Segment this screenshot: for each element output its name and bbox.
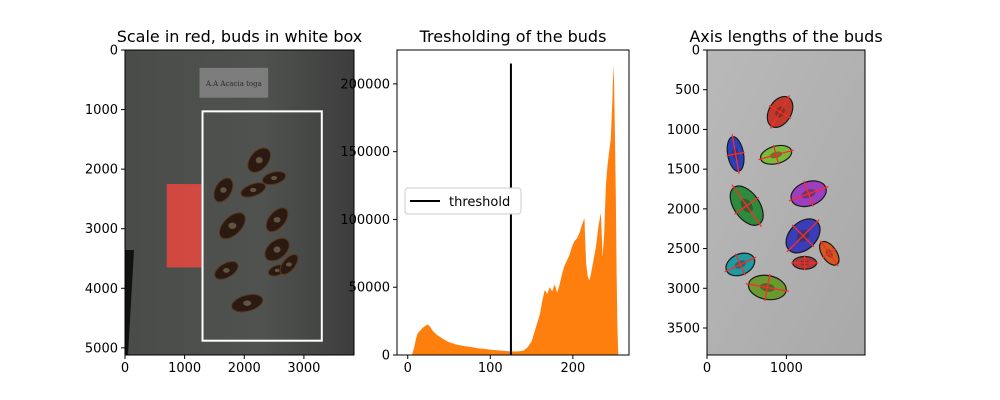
major-axis-line: [764, 273, 771, 302]
bud-seed-highlight: [273, 246, 281, 253]
y-tick-label: 50000: [349, 281, 390, 296]
panel-axis-lengths: Axis lengths of the buds 0 1000 0 500 1000 1…: [667, 27, 883, 376]
y-tick-label: 0: [692, 44, 700, 59]
panel-histogram: Tresholding of the buds 0 100 200 0 50000 10…: [340, 27, 630, 376]
major-axis-line: [731, 184, 762, 228]
legend-box: [404, 187, 522, 215]
y-tick-label: 1000: [85, 103, 118, 118]
bud-segment: [790, 255, 819, 271]
major-axis-line: [731, 134, 740, 174]
bud-segment: [818, 240, 840, 267]
panel3-title: Axis lengths of the buds: [689, 27, 882, 46]
bud-segment: [724, 252, 757, 277]
panel3-x-axis: 0 1000: [703, 355, 803, 376]
y-tick-label: 3000: [667, 282, 700, 297]
red-scale: [166, 184, 202, 268]
panel1-frame: [124, 49, 355, 356]
label-card-text: A.A Acacia toga: [205, 80, 262, 88]
panel2-title: Tresholding of the buds: [419, 27, 607, 46]
x-tick-label: 0: [703, 361, 711, 376]
x-tick-label: 100: [478, 361, 503, 376]
y-tick-label: 200000: [340, 77, 390, 92]
bud-segment: [726, 134, 745, 174]
legend-label: threshold: [449, 195, 510, 210]
major-axis-line: [803, 180, 814, 207]
panel2-x-axis: 0 100 200: [404, 355, 585, 376]
bud-segment: [729, 184, 764, 228]
bud-seed-highlight: [255, 157, 263, 164]
x-tick-label: 3000: [287, 361, 320, 376]
x-tick-label: 1000: [770, 361, 803, 376]
major-axis-line: [769, 95, 791, 129]
panel3-y-axis: 0 500 1000 1500 2000 2500 3000 3500: [667, 44, 707, 336]
y-tick-label: 500: [675, 83, 700, 98]
bud-segment: [745, 273, 790, 302]
x-tick-label: 0: [121, 361, 129, 376]
y-tick-label: 0: [110, 44, 118, 59]
panel2-frame: [396, 49, 630, 356]
y-tick-label: 2500: [667, 242, 700, 257]
x-tick-label: 200: [560, 361, 585, 376]
histogram-area: [411, 64, 619, 355]
bud-seed-highlight: [285, 262, 292, 267]
buds-box: [201, 110, 323, 342]
y-tick-label: 4000: [85, 282, 118, 297]
y-tick-label: 1000: [667, 123, 700, 138]
y-tick-label: 1500: [667, 163, 700, 178]
bud-seed-highlight: [223, 267, 230, 273]
y-tick-label: 0: [382, 349, 390, 364]
bud-seed-highlight: [273, 216, 281, 223]
bud-segment: [758, 144, 794, 165]
bud-seed-highlight: [271, 175, 278, 181]
panel-scale-buds: Scale in red, buds in white box A.A Acac…: [85, 27, 362, 376]
y-tick-label: 2000: [85, 163, 118, 178]
y-tick-label: 100000: [340, 213, 390, 228]
major-axis-line: [772, 144, 780, 165]
bud-seed-highlight: [249, 187, 257, 193]
major-axis-line: [734, 253, 746, 276]
legend: threshold: [404, 187, 522, 215]
x-tick-label: 2000: [228, 361, 261, 376]
buds-axis-image: [707, 50, 865, 355]
bud-seed-highlight: [220, 187, 227, 193]
major-axis-line: [819, 240, 839, 267]
panel1-y-axis: 0 1000 2000 3000 4000 5000: [85, 44, 125, 356]
major-axis-line: [786, 219, 820, 253]
photo-shadow: [125, 250, 134, 355]
bud-seed-highlight: [228, 222, 237, 229]
bud-segment: [785, 218, 821, 254]
bud-seed-highlight: [243, 300, 252, 306]
bud-segment: [766, 95, 794, 129]
bud-segment: [788, 180, 829, 208]
y-tick-label: 5000: [85, 341, 118, 356]
y-tick-label: 2000: [667, 202, 700, 217]
label-card: [199, 67, 269, 98]
panel1-title: Scale in red, buds in white box: [117, 27, 363, 46]
panel1-x-axis: 0 1000 2000 3000: [121, 355, 320, 376]
x-tick-label: 1000: [168, 361, 201, 376]
bud-seed-highlight: [274, 268, 280, 273]
x-tick-label: 0: [404, 361, 412, 376]
y-tick-label: 3500: [667, 321, 700, 336]
panel2-y-axis: 0 50000 100000 150000 200000: [340, 77, 397, 364]
photo-image: A.A Acacia toga: [125, 50, 354, 355]
y-tick-label: 150000: [340, 145, 390, 160]
y-tick-label: 3000: [85, 222, 118, 237]
